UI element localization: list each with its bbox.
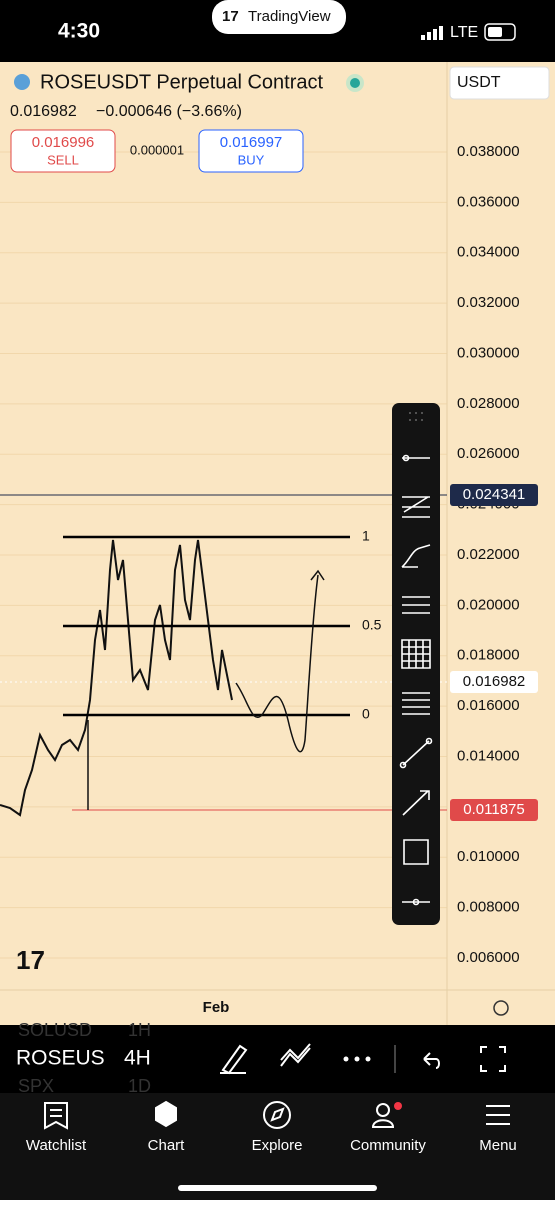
price-label: 0.034000 <box>457 244 520 261</box>
sell-button[interactable] <box>10 129 116 173</box>
toolbar-icons <box>220 1043 506 1075</box>
toolbar-symbol[interactable]: ROSEUS <box>16 1047 105 1070</box>
price-label: 0.036000 <box>457 193 520 210</box>
price-label: 0.018000 <box>457 647 520 664</box>
nav-label[interactable]: Community <box>350 1137 426 1154</box>
menu-icon[interactable] <box>486 1105 510 1125</box>
price-label: 0.022000 <box>457 546 520 563</box>
home-indicator <box>178 1185 377 1191</box>
tool-channel[interactable] <box>402 596 430 614</box>
spread: 0.000001 <box>130 142 184 157</box>
chart-icon[interactable] <box>155 1100 177 1128</box>
nav-label[interactable]: Watchlist <box>26 1137 87 1154</box>
indicator-icon[interactable] <box>280 1043 311 1067</box>
chart-bg <box>0 62 555 1025</box>
explore-icon[interactable] <box>263 1101 291 1129</box>
settings-icon[interactable] <box>493 1000 509 1016</box>
price-label: 0.030000 <box>457 344 520 361</box>
tool-brush[interactable] <box>401 544 431 568</box>
tv-logo: 17 <box>222 8 239 25</box>
symbol[interactable]: ROSEUSDT Perpetual Contract <box>40 71 324 93</box>
tool-trendline[interactable] <box>402 740 430 766</box>
ghost-symbol: SOLUSD <box>18 1020 92 1040</box>
price-label: 0.006000 <box>457 949 520 966</box>
sell-label: SELL <box>47 152 79 167</box>
price-label: 0.032000 <box>457 294 520 311</box>
fib-label: 0.5 <box>362 617 382 633</box>
app-name: TradingView <box>248 8 331 25</box>
nav-label[interactable]: Chart <box>148 1137 186 1154</box>
tool-lines[interactable] <box>402 692 430 715</box>
toolbar <box>0 1025 555 1093</box>
tool-fib[interactable] <box>402 496 430 518</box>
buy-button[interactable] <box>198 129 304 173</box>
ghost-interval: 1H <box>128 1020 151 1040</box>
toolbar-interval[interactable]: 4H <box>124 1047 151 1070</box>
price-label: 0.038000 <box>457 143 520 160</box>
watchlist-icon[interactable] <box>44 1102 68 1130</box>
undo-icon[interactable] <box>423 1052 440 1069</box>
price-label: 0.010000 <box>457 848 520 865</box>
sell-price: 0.016996 <box>32 134 95 151</box>
price-label: 0.008000 <box>457 899 520 916</box>
price-label: 0.014000 <box>457 747 520 764</box>
fullscreen-icon[interactable] <box>480 1046 506 1072</box>
marker-bg <box>450 484 538 506</box>
watermark: 17 <box>16 945 45 975</box>
candles <box>0 539 233 817</box>
draw-icon[interactable] <box>220 1044 248 1075</box>
price-label: 0.020000 <box>457 596 520 613</box>
time: 4:30 <box>58 20 100 43</box>
buy-price: 0.016997 <box>220 134 283 151</box>
ghost-symbol: SPX <box>18 1076 54 1096</box>
drawing <box>235 574 319 753</box>
nav-label[interactable]: Menu <box>479 1137 517 1154</box>
marker-bg <box>450 799 538 821</box>
price-label: 0.016000 <box>457 697 520 714</box>
battery-level <box>488 27 502 37</box>
drawing-arrow <box>310 569 325 581</box>
change: −0.000646 (−3.66%) <box>96 103 242 120</box>
more-icon[interactable] <box>343 1056 371 1062</box>
price-marker: 0.024341 <box>463 486 526 503</box>
tool-gann[interactable] <box>401 639 431 669</box>
price-marker: 0.011875 <box>463 801 524 818</box>
nav-labels: Watchlist Chart Explore Community Menu <box>26 1137 517 1154</box>
tool-arrow[interactable] <box>402 790 430 816</box>
notification-dot <box>394 1102 402 1110</box>
status-dot <box>350 78 360 88</box>
battery <box>484 23 516 41</box>
signal <box>421 26 443 40</box>
ghost-interval: 1D <box>128 1076 151 1096</box>
buy-label: BUY <box>238 152 265 167</box>
marker-bg <box>450 671 538 693</box>
community-icon[interactable] <box>376 1103 390 1117</box>
tool-rect[interactable] <box>403 839 429 865</box>
price: 0.016982 <box>10 103 77 120</box>
price-marker: 0.016982 <box>463 673 526 690</box>
currency-select[interactable] <box>449 66 550 100</box>
fib-label: 0 <box>362 706 370 722</box>
symbol-icon <box>14 74 30 90</box>
tool-icons <box>399 412 433 906</box>
price-label: 0.028000 <box>457 395 520 412</box>
nav-icons <box>44 1100 510 1130</box>
nav-label[interactable]: Explore <box>252 1137 303 1154</box>
currency: USDT <box>457 74 501 91</box>
price-label: 0.026000 <box>457 445 520 462</box>
grid <box>0 151 447 959</box>
time-label: Feb <box>203 999 230 1016</box>
network: LTE <box>450 24 478 41</box>
fib-label: 1 <box>362 528 370 544</box>
app-badge <box>212 0 346 34</box>
